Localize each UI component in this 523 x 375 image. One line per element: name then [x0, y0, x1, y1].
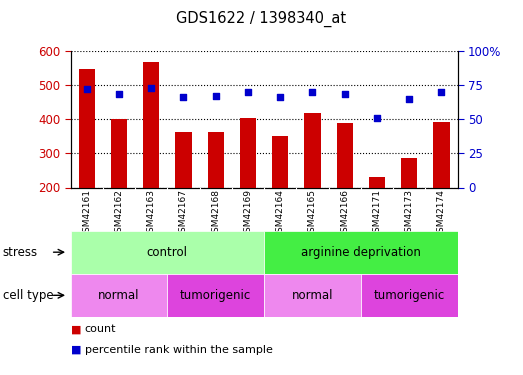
Bar — [264, 231, 458, 274]
Text: GSM42169: GSM42169 — [244, 189, 253, 238]
Text: GSM42167: GSM42167 — [179, 189, 188, 238]
Point — [309, 89, 317, 95]
Point — [179, 94, 188, 100]
Bar — [240, 118, 256, 188]
Bar — [337, 123, 353, 188]
Point — [147, 85, 155, 91]
Bar — [78, 69, 95, 188]
Bar — [401, 158, 417, 188]
Text: GSM42165: GSM42165 — [308, 189, 317, 238]
Text: GSM42161: GSM42161 — [82, 189, 91, 238]
Bar — [361, 274, 458, 317]
Bar — [71, 274, 167, 317]
Text: GSM42174: GSM42174 — [437, 189, 446, 238]
Bar — [264, 274, 361, 317]
Point — [405, 96, 413, 102]
Text: GDS1622 / 1398340_at: GDS1622 / 1398340_at — [176, 11, 347, 27]
Bar — [208, 132, 224, 188]
Bar — [272, 136, 288, 188]
Bar — [71, 231, 264, 274]
Point — [83, 86, 91, 92]
Text: normal: normal — [98, 289, 140, 302]
Text: GSM42162: GSM42162 — [115, 189, 123, 238]
Text: GSM42171: GSM42171 — [372, 189, 381, 238]
Point — [244, 89, 252, 95]
Text: GSM42173: GSM42173 — [405, 189, 414, 238]
Text: percentile rank within the sample: percentile rank within the sample — [85, 345, 272, 355]
Text: control: control — [147, 246, 188, 259]
Bar — [143, 62, 160, 188]
Bar — [175, 132, 191, 188]
Point — [373, 115, 381, 121]
Text: ■: ■ — [71, 324, 81, 334]
Bar — [304, 112, 321, 188]
Text: cell type: cell type — [3, 289, 53, 302]
Point — [340, 92, 349, 98]
Point — [276, 94, 285, 100]
Text: stress: stress — [3, 246, 38, 259]
Text: GSM42164: GSM42164 — [276, 189, 285, 238]
Text: tumorigenic: tumorigenic — [373, 289, 445, 302]
Text: count: count — [85, 324, 116, 334]
Bar — [111, 119, 127, 188]
Text: ■: ■ — [71, 345, 81, 355]
Text: normal: normal — [292, 289, 333, 302]
Text: tumorigenic: tumorigenic — [180, 289, 252, 302]
Bar — [369, 177, 385, 188]
Text: arginine deprivation: arginine deprivation — [301, 246, 421, 259]
Text: GSM42168: GSM42168 — [211, 189, 220, 238]
Text: GSM42163: GSM42163 — [147, 189, 156, 238]
Text: GSM42166: GSM42166 — [340, 189, 349, 238]
Point — [437, 89, 446, 95]
Bar — [434, 123, 450, 188]
Bar — [167, 274, 264, 317]
Point — [211, 93, 220, 99]
Point — [115, 92, 123, 98]
